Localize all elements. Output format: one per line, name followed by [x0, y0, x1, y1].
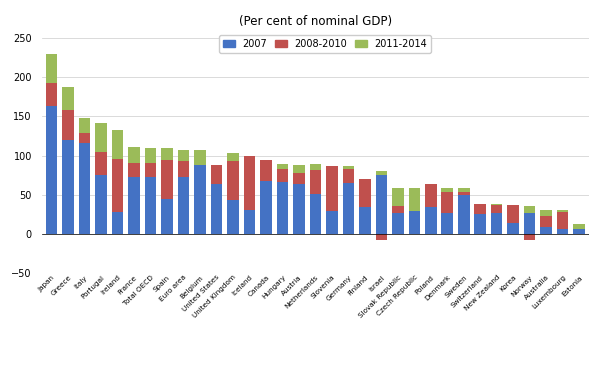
Bar	[112, 130, 123, 159]
Bar	[474, 204, 486, 214]
Bar	[145, 148, 156, 163]
Bar	[524, 234, 536, 240]
Bar	[441, 213, 453, 234]
Bar	[260, 160, 272, 181]
Bar	[293, 173, 305, 185]
Bar	[557, 210, 568, 212]
Bar	[277, 169, 288, 182]
Bar	[95, 175, 107, 234]
Bar	[508, 223, 519, 234]
Bar	[458, 188, 469, 191]
Bar	[161, 160, 173, 199]
Bar	[540, 210, 552, 216]
Bar	[95, 123, 107, 152]
Bar	[326, 211, 337, 234]
Bar	[326, 166, 337, 211]
Bar	[409, 211, 420, 234]
Legend: 2007, 2008-2010, 2011-2014: 2007, 2008-2010, 2011-2014	[219, 35, 431, 53]
Bar	[194, 150, 206, 165]
Bar	[574, 224, 585, 229]
Bar	[79, 118, 90, 133]
Bar	[524, 207, 536, 213]
Bar	[540, 216, 552, 227]
Bar	[524, 213, 536, 234]
Bar	[309, 194, 321, 234]
Bar	[441, 188, 453, 191]
Bar	[194, 165, 206, 234]
Bar	[458, 191, 469, 196]
Bar	[178, 150, 189, 161]
Bar	[46, 54, 57, 83]
Bar	[178, 161, 189, 177]
Bar	[540, 227, 552, 234]
Bar	[425, 207, 437, 234]
Bar	[79, 143, 90, 234]
Bar	[178, 177, 189, 234]
Bar	[458, 196, 469, 234]
Bar	[293, 165, 305, 173]
Bar	[79, 133, 90, 143]
Bar	[392, 188, 403, 207]
Bar	[474, 214, 486, 234]
Bar	[46, 83, 57, 106]
Bar	[95, 152, 107, 175]
Bar	[425, 184, 437, 207]
Bar	[293, 185, 305, 234]
Title: (Per cent of nominal GDP): (Per cent of nominal GDP)	[239, 15, 392, 28]
Bar	[359, 179, 371, 207]
Bar	[260, 181, 272, 234]
Bar	[243, 210, 255, 234]
Bar	[46, 106, 57, 234]
Bar	[441, 191, 453, 213]
Bar	[375, 175, 387, 234]
Bar	[145, 163, 156, 177]
Bar	[359, 207, 371, 234]
Bar	[128, 163, 140, 177]
Bar	[375, 171, 387, 175]
Bar	[112, 159, 123, 212]
Bar	[491, 204, 503, 205]
Bar	[574, 229, 585, 234]
Bar	[491, 205, 503, 213]
Bar	[62, 110, 74, 140]
Bar	[309, 164, 321, 171]
Bar	[227, 153, 239, 161]
Bar	[227, 161, 239, 200]
Bar	[375, 234, 387, 240]
Bar	[343, 183, 354, 234]
Bar	[145, 177, 156, 234]
Bar	[309, 171, 321, 194]
Bar	[508, 205, 519, 223]
Bar	[392, 207, 403, 213]
Bar	[409, 188, 420, 211]
Bar	[557, 229, 568, 234]
Bar	[62, 140, 74, 234]
Bar	[243, 155, 255, 210]
Bar	[227, 200, 239, 234]
Bar	[343, 166, 354, 169]
Bar	[211, 185, 222, 234]
Bar	[62, 87, 74, 110]
Bar	[161, 148, 173, 160]
Bar	[491, 213, 503, 234]
Bar	[161, 199, 173, 234]
Bar	[277, 164, 288, 169]
Bar	[112, 212, 123, 234]
Bar	[128, 177, 140, 234]
Bar	[343, 169, 354, 183]
Bar	[557, 212, 568, 229]
Bar	[128, 147, 140, 163]
Bar	[277, 182, 288, 234]
Bar	[392, 213, 403, 234]
Bar	[211, 165, 222, 185]
